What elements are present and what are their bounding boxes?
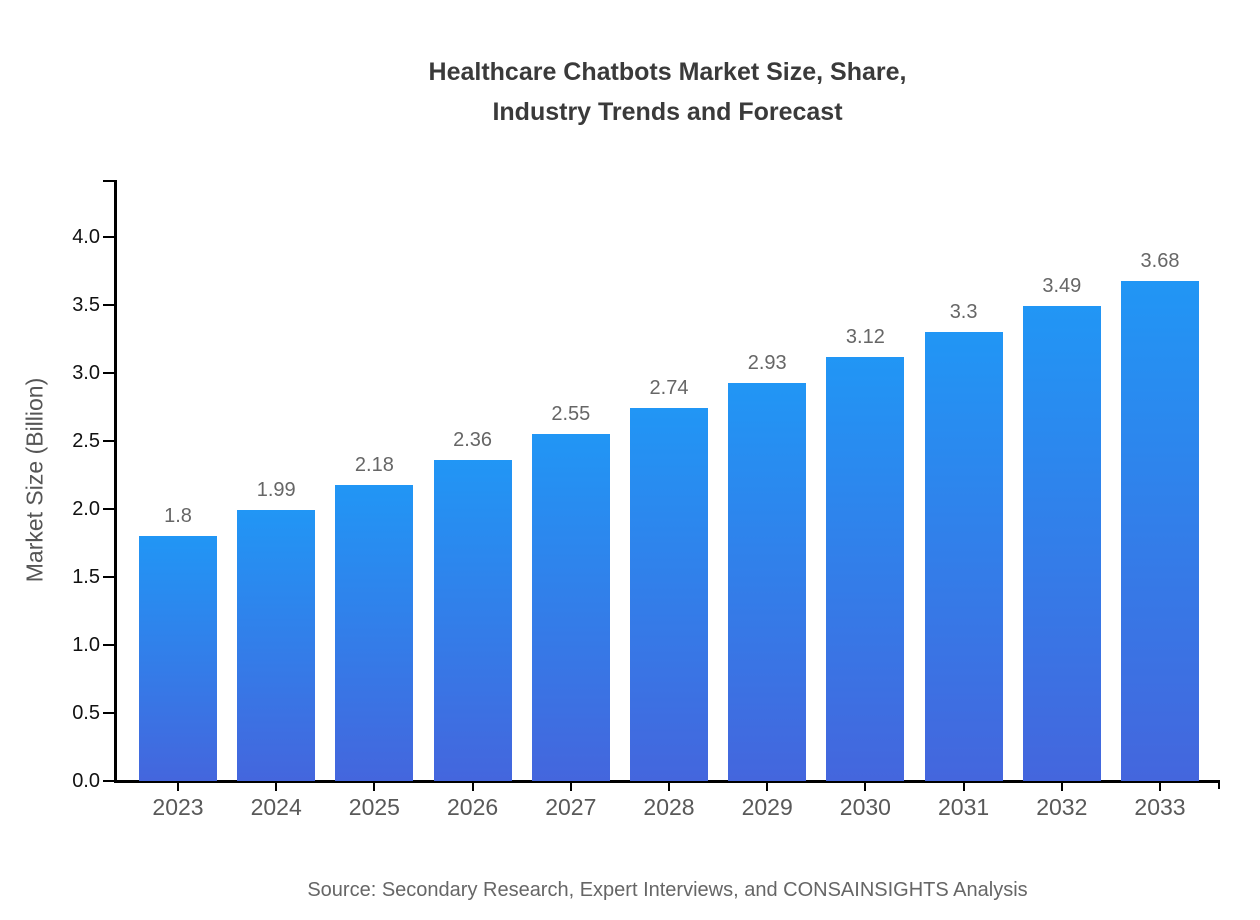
y-tick-label: 2.5: [72, 430, 100, 452]
bar-value-label: 3.12: [845, 325, 885, 348]
bar-value-label: 2.36: [453, 429, 493, 452]
bar-2029: [728, 382, 807, 781]
x-tick-label: 2028: [643, 794, 695, 820]
x-tick-mark: [668, 782, 670, 791]
x-tick-label: 2024: [250, 794, 302, 820]
y-tick-label: 4.0: [72, 226, 100, 248]
bar-value-label: 3.49: [1042, 275, 1082, 298]
bar-2024: [237, 510, 316, 781]
y-tick-mark: [103, 644, 114, 646]
x-axis-end-cap: [1218, 780, 1220, 789]
x-tick-mark: [1060, 782, 1063, 791]
chart-title-line2: Industry Trends and Forecast: [492, 98, 843, 126]
x-tick-label: 2030: [839, 794, 891, 820]
bar-2031: [924, 332, 1003, 781]
y-tick-label: 1.5: [72, 566, 100, 588]
bar-value-label: 3.3: [949, 301, 978, 324]
x-tick-mark: [373, 782, 376, 791]
bar-2026: [433, 460, 512, 781]
y-tick-mark: [103, 236, 114, 238]
bar-2028: [630, 408, 708, 781]
bar-2032: [1022, 306, 1101, 781]
x-tick-label: 2031: [938, 794, 990, 820]
x-tick-label: 2032: [1036, 794, 1088, 820]
y-tick-mark: [103, 440, 114, 442]
y-tick-label: 3.5: [72, 294, 100, 316]
x-tick-mark: [471, 782, 474, 791]
y-tick-label: 0.5: [72, 702, 100, 724]
x-tick-mark: [275, 782, 278, 791]
y-tick-mark: [103, 780, 114, 782]
x-tick-mark: [569, 782, 572, 791]
x-tick-mark: [177, 782, 179, 791]
x-axis-spine: [114, 780, 1220, 783]
x-tick-label: 2029: [741, 794, 793, 820]
bar-value-label: 1.8: [164, 505, 192, 528]
x-tick-label: 2025: [348, 794, 400, 820]
bar-value-label: 2.74: [649, 377, 689, 400]
y-tick-mark: [103, 304, 114, 306]
bar-value-label: 2.93: [747, 351, 787, 374]
y-tick-mark: [103, 508, 114, 510]
x-tick-mark: [864, 782, 867, 791]
y-tick-mark: [103, 372, 114, 374]
x-tick-label: 2033: [1134, 794, 1186, 820]
y-tick-mark: [103, 576, 114, 578]
y-tick-label: 1.0: [72, 634, 100, 656]
y-tick-mark: [103, 712, 114, 714]
x-tick-label: 2026: [447, 794, 499, 820]
y-axis-end-cap: [103, 180, 114, 182]
chart-title: Healthcare Chatbots Market Size, Share, …: [115, 52, 1220, 132]
bar-2027: [531, 434, 610, 781]
y-axis-spine: [114, 180, 117, 783]
y-tick-label: 3.0: [72, 362, 100, 384]
y-tick-label: 2.0: [72, 498, 100, 520]
bar-value-label: 1.99: [256, 479, 296, 502]
bar-2023: [139, 536, 217, 781]
x-tick-mark: [1159, 782, 1161, 791]
x-tick-mark: [766, 782, 769, 791]
source-note: Source: Secondary Research, Expert Inter…: [307, 879, 1028, 901]
chart-title-line1: Healthcare Chatbots Market Size, Share,: [428, 58, 907, 86]
x-tick-mark: [962, 782, 965, 791]
bar-2030: [826, 356, 905, 781]
bar-2033: [1121, 280, 1199, 781]
y-tick-label: 0.0: [72, 770, 100, 792]
x-tick-label: 2023: [152, 794, 204, 820]
bar-2025: [335, 484, 414, 781]
x-tick-label: 2027: [545, 794, 597, 820]
bar-value-label: 2.18: [354, 453, 394, 476]
bar-value-label: 2.55: [551, 403, 591, 426]
bar-value-label: 3.68: [1140, 249, 1180, 272]
